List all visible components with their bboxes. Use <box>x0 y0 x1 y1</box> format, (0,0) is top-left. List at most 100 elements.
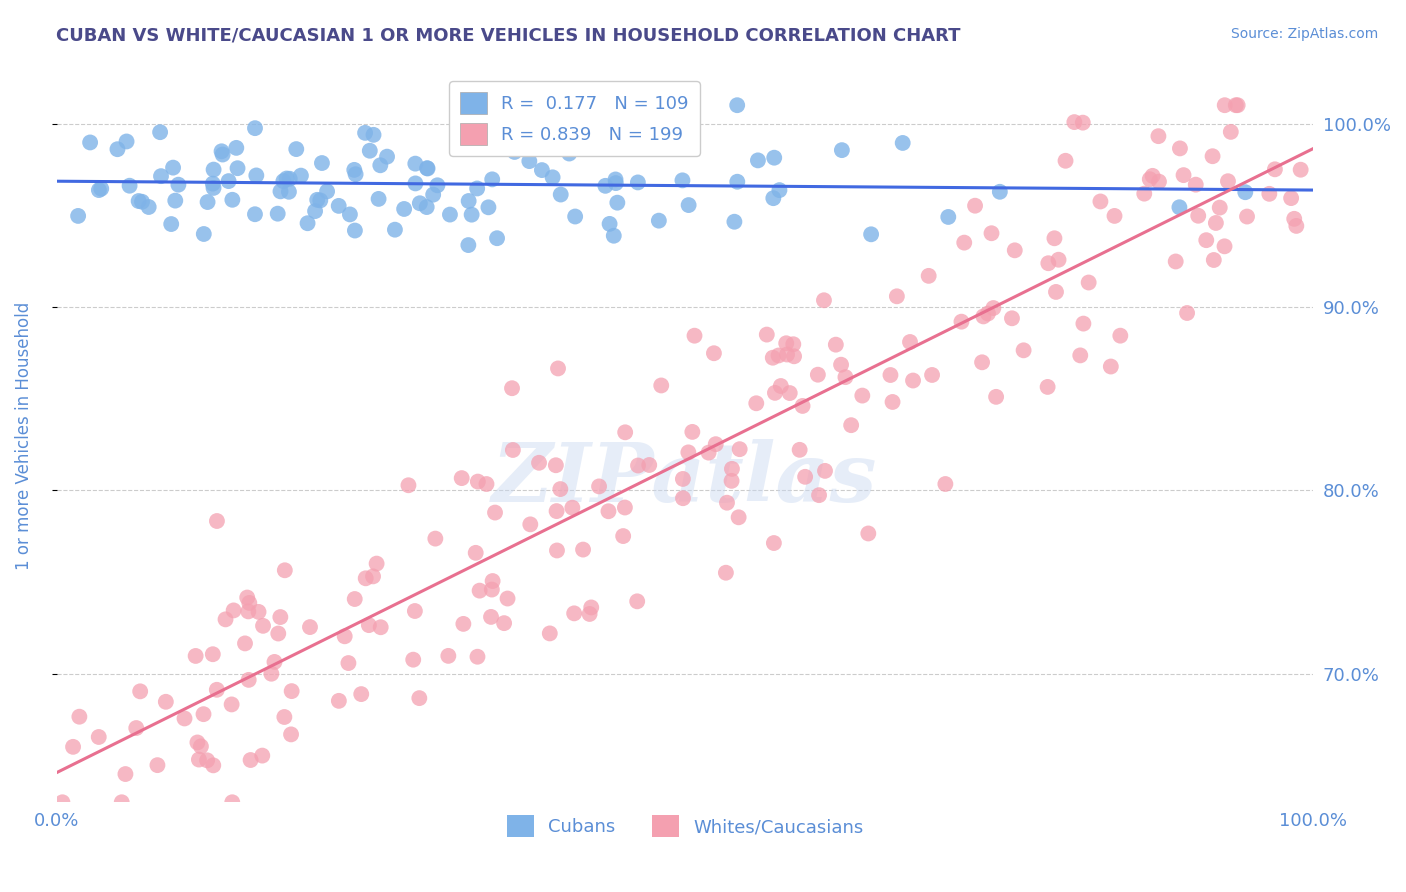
Point <box>484 506 506 520</box>
Point <box>333 629 356 643</box>
Point <box>328 694 350 708</box>
Point <box>354 571 377 585</box>
Point <box>1258 186 1281 201</box>
Point <box>1073 317 1095 331</box>
Point <box>496 591 519 606</box>
Point <box>357 618 380 632</box>
Point <box>465 181 488 195</box>
Point <box>439 208 461 222</box>
Point <box>201 177 224 191</box>
Point <box>588 479 610 493</box>
Point <box>475 477 498 491</box>
Point <box>851 388 873 402</box>
Point <box>789 442 811 457</box>
Point <box>814 464 837 478</box>
Point <box>503 145 526 159</box>
Point <box>187 753 209 767</box>
Point <box>983 301 1005 315</box>
Point <box>936 210 959 224</box>
Point <box>603 228 626 243</box>
Point <box>834 370 856 384</box>
Point <box>339 207 361 221</box>
Point <box>260 666 283 681</box>
Text: CUBAN VS WHITE/CAUCASIAN 1 OR MORE VEHICLES IN HOUSEHOLD CORRELATION CHART: CUBAN VS WHITE/CAUCASIAN 1 OR MORE VEHIC… <box>56 27 960 45</box>
Point <box>831 143 853 157</box>
Text: Source: ZipAtlas.com: Source: ZipAtlas.com <box>1230 27 1378 41</box>
Point <box>1234 185 1257 199</box>
Point <box>422 187 444 202</box>
Point <box>457 194 479 208</box>
Point <box>114 767 136 781</box>
Point <box>697 445 720 459</box>
Point <box>238 604 260 618</box>
Point <box>1279 191 1302 205</box>
Point <box>350 687 373 701</box>
Point <box>502 442 524 457</box>
Point <box>561 500 583 515</box>
Point <box>190 739 212 754</box>
Point <box>205 682 228 697</box>
Point <box>972 310 994 324</box>
Point <box>363 128 385 142</box>
Point <box>221 193 243 207</box>
Point <box>128 194 150 208</box>
Point <box>560 136 582 150</box>
Point <box>527 456 550 470</box>
Point <box>988 185 1011 199</box>
Point <box>67 709 90 723</box>
Point <box>273 710 295 724</box>
Point <box>131 194 153 209</box>
Point <box>882 395 904 409</box>
Point <box>614 425 637 440</box>
Point <box>479 610 502 624</box>
Point <box>297 216 319 230</box>
Point <box>1045 285 1067 299</box>
Point <box>115 135 138 149</box>
Point <box>125 721 148 735</box>
Point <box>578 607 600 621</box>
Point <box>1077 276 1099 290</box>
Point <box>627 176 650 190</box>
Point <box>87 183 110 197</box>
Point <box>550 187 572 202</box>
Point <box>506 113 529 128</box>
Point <box>1139 172 1161 186</box>
Point <box>762 351 785 365</box>
Point <box>824 337 846 351</box>
Point <box>211 147 233 161</box>
Point <box>205 514 228 528</box>
Point <box>221 795 243 809</box>
Point <box>581 600 603 615</box>
Point <box>1001 311 1024 326</box>
Point <box>160 217 183 231</box>
Point <box>118 178 141 193</box>
Point <box>755 327 778 342</box>
Point <box>572 542 595 557</box>
Point <box>546 504 568 518</box>
Point <box>648 213 671 227</box>
Point <box>725 98 748 112</box>
Point <box>202 181 225 195</box>
Point <box>211 145 233 159</box>
Point <box>519 517 541 532</box>
Point <box>1202 252 1225 267</box>
Point <box>384 222 406 236</box>
Point <box>165 194 187 208</box>
Point <box>918 268 941 283</box>
Point <box>813 293 835 308</box>
Point <box>678 445 700 459</box>
Point <box>1184 178 1206 192</box>
Point <box>794 470 817 484</box>
Point <box>225 141 247 155</box>
Point <box>530 163 553 178</box>
Point <box>723 215 745 229</box>
Point <box>839 418 862 433</box>
Point <box>375 150 398 164</box>
Point <box>408 691 430 706</box>
Point <box>950 315 973 329</box>
Point <box>1201 149 1223 163</box>
Point <box>538 626 561 640</box>
Point <box>671 173 693 187</box>
Point <box>720 474 742 488</box>
Point <box>1187 209 1209 223</box>
